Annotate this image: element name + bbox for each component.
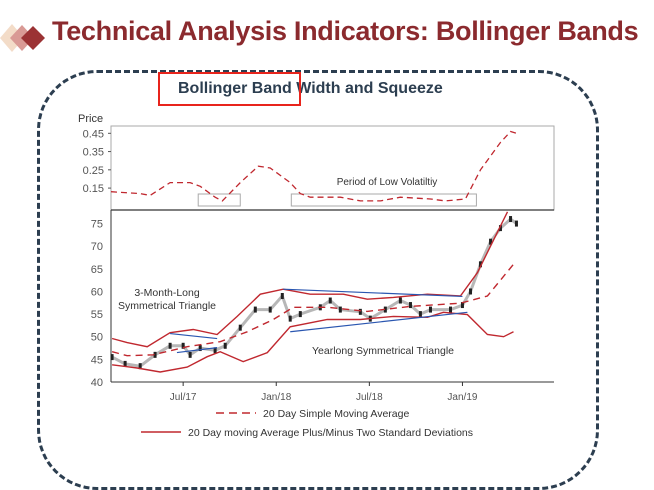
price-tick-label: 45 <box>91 354 103 366</box>
price-tick-label: 60 <box>91 286 103 298</box>
price-candle <box>338 306 342 313</box>
price-candle <box>358 308 362 315</box>
price-candle <box>153 351 157 358</box>
price-candle <box>509 216 513 223</box>
price-candle <box>223 342 227 349</box>
price-candle <box>288 315 292 322</box>
triangle-line <box>176 347 218 354</box>
sma-line <box>111 263 515 357</box>
diamond-bullet-icon <box>0 24 45 52</box>
chart-title: Bollinger Band Width and Squeeze <box>178 80 443 97</box>
price-tick-label: 40 <box>91 377 103 389</box>
page-title: Technical Analysis Indicators: Bollinger… <box>52 16 639 46</box>
price-candle <box>110 354 114 361</box>
y-axis-label: Price <box>78 113 103 125</box>
yearlong-triangle-annotation: Yearlong Symmetrical Triangle <box>312 345 454 357</box>
price-candle <box>168 342 172 349</box>
price-candle <box>478 261 482 268</box>
width-tick-label: 0.15 <box>83 183 104 195</box>
price-tick-label: 70 <box>91 241 103 253</box>
price-candle <box>460 302 464 309</box>
width-tick-label: 0.35 <box>83 147 104 159</box>
price-candle <box>280 293 284 299</box>
triangle-annotation: Symmetrical Triangle <box>118 300 216 312</box>
low-volatility-annotation: Period of Low Volatiltiy <box>337 177 438 188</box>
bandwidth-line <box>110 130 517 202</box>
triangle-line <box>170 332 218 340</box>
price-candle <box>198 345 202 352</box>
price-candle <box>469 288 473 295</box>
price-candle <box>383 306 387 313</box>
band-line <box>111 211 509 348</box>
price-candle <box>328 297 332 304</box>
price-candle <box>138 363 142 370</box>
price-candle <box>449 306 453 313</box>
bollinger-chart: Price 0.15 0.25 0.35 0.45 40 45 50 55 60 65 70 75 Jul… <box>78 113 555 439</box>
width-tick-label: 0.45 <box>83 128 104 140</box>
band-line <box>112 311 514 373</box>
price-candle <box>408 302 412 309</box>
price-candle <box>398 297 402 304</box>
highlight-box <box>158 72 301 106</box>
x-tick-label: Jan/18 <box>261 392 291 403</box>
squeeze-box <box>197 193 241 207</box>
price-tick-label: 65 <box>91 264 103 276</box>
legend-item: 20 Day Simple Moving Average <box>263 408 409 420</box>
x-tick-label: Jul/17 <box>170 392 197 403</box>
price-candle <box>514 220 518 227</box>
price-candle <box>268 306 272 313</box>
price-candle <box>489 238 493 245</box>
legend-item: 20 Day moving Average Plus/Minus Two Sta… <box>188 427 473 439</box>
price-line <box>111 217 518 368</box>
price-candle <box>253 306 257 313</box>
triangle-annotation: 3-Month-Long <box>134 287 200 299</box>
triangle-line <box>283 288 463 298</box>
triangle-line <box>290 311 468 333</box>
x-tick-label: Jan/19 <box>447 392 477 403</box>
price-candle <box>428 306 432 313</box>
price-tick-label: 55 <box>91 309 103 321</box>
x-tick-label: Jul/18 <box>356 392 383 403</box>
price-candle <box>418 311 422 318</box>
price-tick-label: 75 <box>91 219 103 231</box>
price-candle <box>238 324 242 331</box>
price-candle <box>188 351 192 358</box>
price-candle <box>498 225 502 232</box>
price-tick-label: 50 <box>91 332 103 344</box>
price-candle <box>181 342 185 349</box>
price-candle <box>298 311 302 318</box>
width-tick-label: 0.25 <box>83 165 104 177</box>
squeeze-box <box>290 193 477 207</box>
price-candle <box>123 360 127 367</box>
price-candle <box>213 347 217 354</box>
